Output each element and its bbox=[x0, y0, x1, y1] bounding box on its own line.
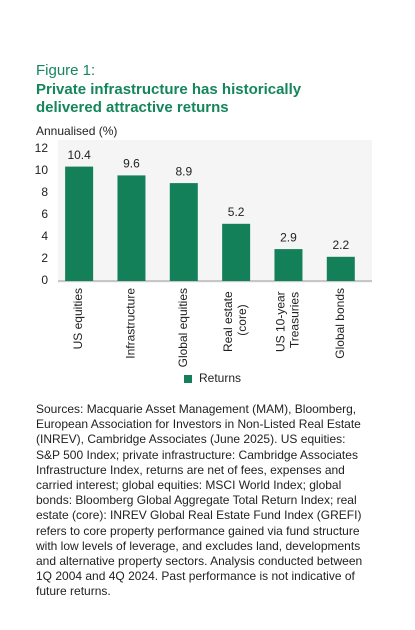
y-tick-label: 8 bbox=[41, 185, 48, 199]
bar bbox=[326, 256, 355, 281]
x-tick-group: Real estate (core) bbox=[221, 288, 249, 352]
bar bbox=[117, 175, 146, 281]
figure-label: Figure 1: bbox=[36, 62, 96, 79]
x-tick-group: Global equities bbox=[176, 288, 190, 367]
legend-label: Returns bbox=[199, 371, 241, 385]
value-label: 9.6 bbox=[123, 157, 140, 171]
bar bbox=[222, 223, 251, 281]
y-tick-label: 6 bbox=[41, 207, 48, 221]
chart-title: Private infrastructure has historically … bbox=[36, 81, 302, 116]
bar bbox=[169, 183, 198, 281]
bar bbox=[274, 249, 303, 281]
value-label: 8.9 bbox=[175, 164, 192, 178]
y-tick-label: 2 bbox=[41, 251, 48, 265]
y-tick-label: 12 bbox=[35, 141, 49, 155]
bar bbox=[65, 166, 94, 281]
chart: 0 2 4 6 8 10 12 10.4 US equities 9.6 Infrastructur… bbox=[35, 140, 372, 385]
y-tick-label: 4 bbox=[41, 229, 48, 243]
value-label: 2.9 bbox=[280, 230, 297, 244]
y-tick-label: 0 bbox=[41, 273, 48, 287]
value-label: 2.2 bbox=[332, 238, 349, 252]
x-tick-group: Global bonds bbox=[333, 288, 347, 359]
x-tick-label: US equities bbox=[71, 288, 85, 349]
x-tick-group: US equities bbox=[71, 288, 85, 349]
y-tick-label: 10 bbox=[35, 163, 49, 177]
x-tick-label: Global bonds bbox=[333, 288, 347, 359]
source-note: Sources: Macquarie Asset Management (MAM… bbox=[36, 402, 363, 599]
plot-background bbox=[58, 140, 372, 283]
x-tick-group: US 10-year Treasuries bbox=[274, 288, 302, 352]
x-tick-label: Infrastructure bbox=[124, 288, 138, 359]
x-tick-group: Infrastructure bbox=[124, 288, 138, 359]
y-axis-label: Annualised (%) bbox=[36, 124, 118, 138]
x-tick-label: US 10-year Treasuries bbox=[274, 288, 302, 352]
x-tick-label: Global equities bbox=[176, 288, 190, 367]
legend-swatch bbox=[184, 375, 192, 383]
value-label: 10.4 bbox=[67, 148, 91, 162]
x-tick-label: Real estate (core) bbox=[221, 288, 249, 352]
value-label: 5.2 bbox=[228, 205, 245, 219]
